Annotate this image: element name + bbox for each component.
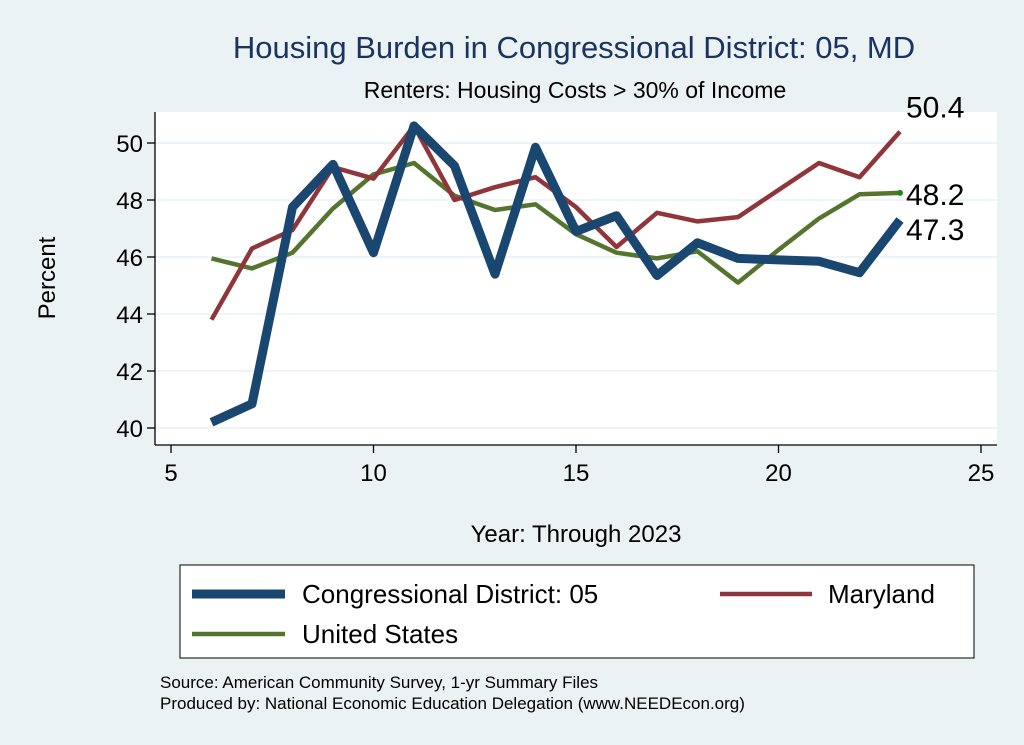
series-line-district xyxy=(209,121,904,427)
y-axis-title: Percent xyxy=(34,236,61,319)
series-lines xyxy=(209,121,904,427)
legend-label-district: Congressional District: 05 xyxy=(302,579,598,609)
x-tick-label: 20 xyxy=(765,460,792,487)
x-tick-label: 5 xyxy=(164,460,177,487)
y-tick-label: 50 xyxy=(116,131,143,158)
y-tick-label: 48 xyxy=(116,188,143,215)
end-value-labels: 47.3 50.4 48.2 xyxy=(897,92,964,247)
y-tick-label: 44 xyxy=(116,302,143,329)
y-tick-label: 46 xyxy=(116,245,143,272)
end-label-maryland: 50.4 xyxy=(906,92,964,125)
x-axis-title: Year: Through 2023 xyxy=(471,521,682,548)
y-axis-ticks: 40 42 44 46 48 50 xyxy=(116,131,155,443)
chart-title: Housing Burden in Congressional District… xyxy=(233,30,915,65)
legend-box xyxy=(179,564,975,659)
x-axis-ticks: 5 10 15 20 25 xyxy=(164,445,994,487)
y-tick-label: 40 xyxy=(116,416,143,443)
series-line-us xyxy=(210,160,901,285)
x-tick-label: 15 xyxy=(563,460,590,487)
us-end-marker xyxy=(897,189,903,196)
chart-subtitle: Renters: Housing Costs > 30% of Income xyxy=(364,77,787,103)
plot-area xyxy=(155,112,997,445)
x-tick-label: 10 xyxy=(360,460,387,487)
x-tick-label: 25 xyxy=(968,460,995,487)
end-label-district: 47.3 xyxy=(906,214,964,247)
legend: Congressional District: 05 Maryland United… xyxy=(192,579,935,649)
producer-line: Produced by: National Economic Education… xyxy=(160,694,745,713)
end-label-us: 48.2 xyxy=(906,179,964,212)
legend-label-maryland: Maryland xyxy=(828,579,935,609)
y-tick-label: 42 xyxy=(116,359,143,386)
legend-label-us: United States xyxy=(302,619,458,649)
source-line: Source: American Community Survey, 1-yr … xyxy=(160,673,598,692)
